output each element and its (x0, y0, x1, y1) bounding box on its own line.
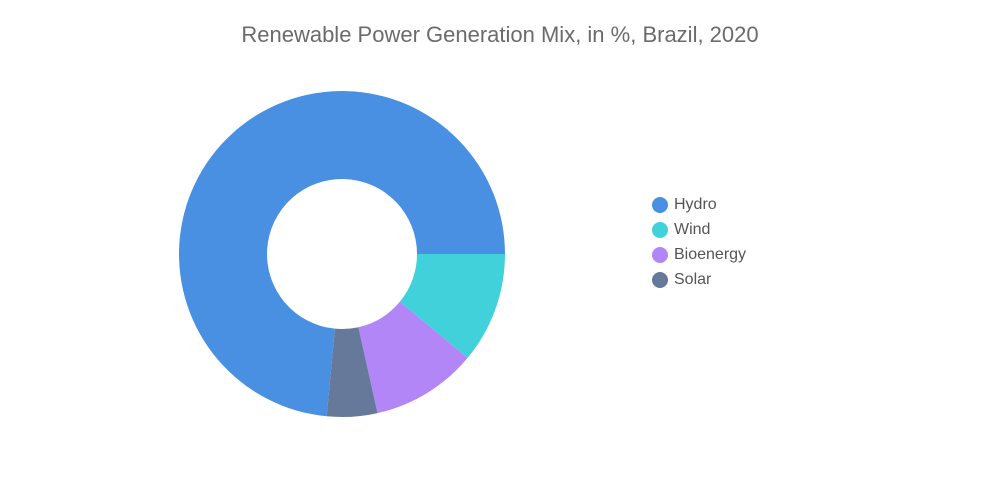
legend: Hydro Wind Bioenergy Solar (652, 196, 746, 289)
slice-wind[interactable] (399, 254, 505, 358)
chart-title: Renewable Power Generation Mix, in %, Br… (241, 22, 759, 47)
legend-label-hydro: Hydro (674, 196, 717, 213)
legend-item-hydro[interactable]: Hydro (652, 196, 746, 214)
slice-solar[interactable] (326, 327, 378, 417)
slice-hydro[interactable] (179, 91, 506, 417)
legend-item-solar[interactable]: Solar (652, 271, 746, 289)
legend-swatch-hydro (652, 197, 668, 213)
legend-label-bioenergy: Bioenergy (674, 246, 747, 263)
slice-bioenergy[interactable] (358, 301, 468, 414)
legend-item-wind[interactable]: Wind (652, 221, 746, 239)
legend-swatch-wind (652, 222, 668, 238)
legend-label-solar: Solar (674, 271, 712, 288)
legend-swatch-solar (652, 272, 668, 288)
legend-swatch-bioenergy (652, 247, 668, 263)
legend-item-bioenergy[interactable]: Bioenergy (652, 246, 746, 264)
legend-label-wind: Wind (674, 221, 711, 238)
